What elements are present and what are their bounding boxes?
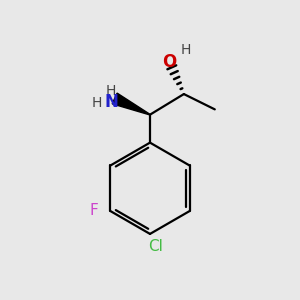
Text: H: H xyxy=(92,96,102,110)
Text: Cl: Cl xyxy=(148,239,163,254)
Text: O: O xyxy=(162,53,176,71)
Text: H: H xyxy=(181,44,191,58)
Text: N: N xyxy=(104,93,118,111)
Text: H: H xyxy=(106,84,116,98)
Text: F: F xyxy=(90,203,99,218)
Polygon shape xyxy=(112,93,150,115)
